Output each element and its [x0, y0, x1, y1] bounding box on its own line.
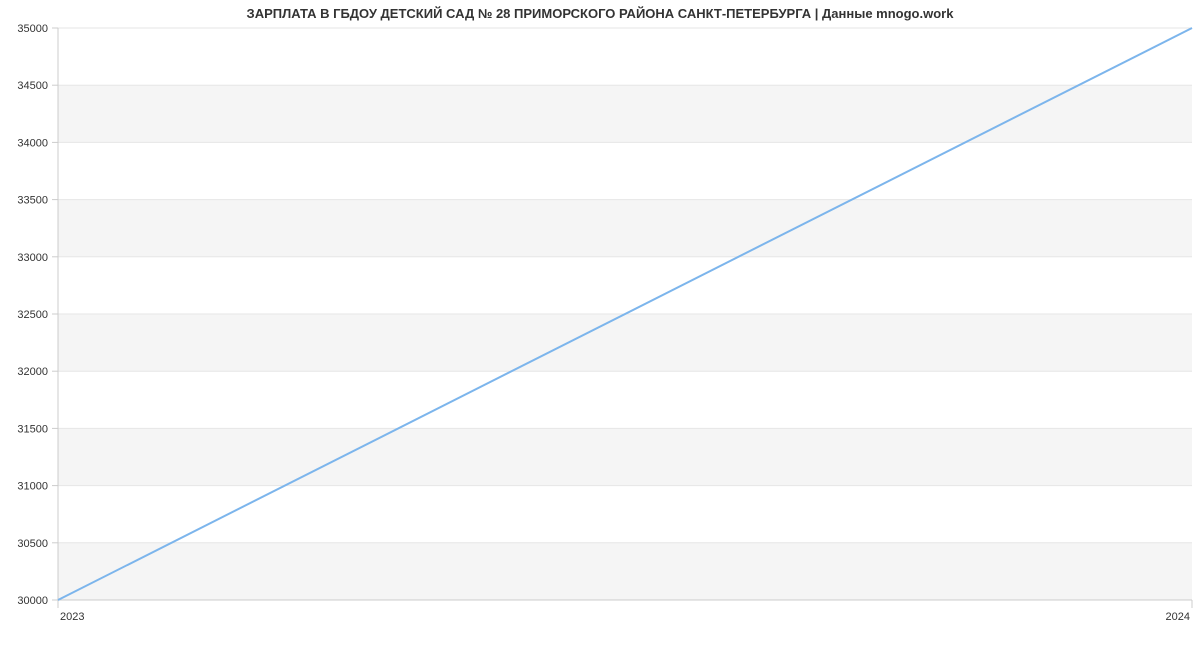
plot-band: [58, 200, 1192, 257]
plot-band: [58, 142, 1192, 199]
y-tick-label: 32000: [17, 366, 48, 378]
y-tick-label: 33000: [17, 252, 48, 264]
y-tick-label: 34500: [17, 80, 48, 92]
y-tick-label: 31000: [17, 481, 48, 493]
chart-svg: 30000 30500 31000 31500 32000 32500 33000 33500…: [0, 0, 1200, 650]
chart-container: ЗАРПЛАТА В ГБДОУ ДЕТСКИЙ САД № 28 ПРИМОР…: [0, 0, 1200, 650]
plot-band: [58, 257, 1192, 314]
plot-band: [58, 371, 1192, 428]
plot-band: [58, 543, 1192, 600]
plot-band: [58, 428, 1192, 485]
x-tick-label: 2023: [60, 611, 84, 623]
y-tick-label: 35000: [17, 23, 48, 35]
y-tick-label: 32500: [17, 309, 48, 321]
y-tick-label: 30000: [17, 595, 48, 607]
plot-band: [58, 314, 1192, 371]
y-tick-label: 31500: [17, 423, 48, 435]
x-tick-label: 2024: [1166, 611, 1190, 623]
y-tick-label: 34000: [17, 137, 48, 149]
y-tick-label: 30500: [17, 538, 48, 550]
y-tick-label: 33500: [17, 195, 48, 207]
plot-band: [58, 28, 1192, 85]
